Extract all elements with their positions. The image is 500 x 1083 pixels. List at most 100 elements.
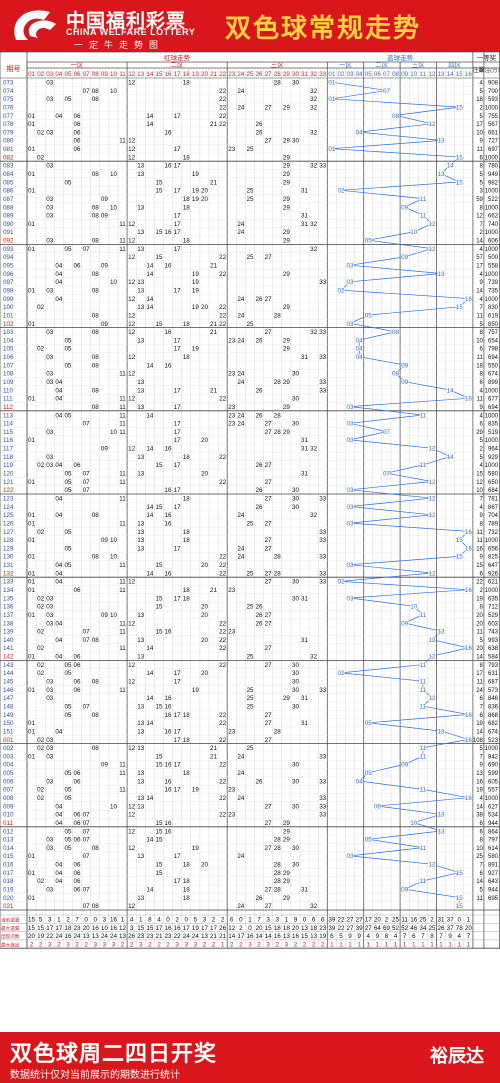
blue-ball-number: 14 <box>447 387 455 394</box>
red-ball-number: 11 <box>119 238 126 245</box>
blue-stat-value: 9 <box>348 933 352 940</box>
blue-stat-value: 7 <box>421 933 425 940</box>
red-stat-value: 16 <box>274 933 282 940</box>
red-ball-number: 05 <box>64 96 72 103</box>
blue-ball-number: 10 <box>410 604 418 611</box>
issue-number: 082 <box>3 154 14 161</box>
red-ball-number: 11 <box>119 787 126 794</box>
issue-number: 097 <box>3 279 14 286</box>
red-stat-value: 0 <box>166 916 170 923</box>
prize-amount: 654 <box>488 338 499 344</box>
blue-stat-value: 31 <box>438 916 446 923</box>
red-ball-number: 33 <box>319 778 327 785</box>
red-number-header: 16 <box>165 71 172 78</box>
red-ball-number: 17 <box>174 712 182 719</box>
red-stat-value: 3 <box>203 916 207 923</box>
red-ball-number: 29 <box>283 870 291 877</box>
blue-stat-value: 1 <box>366 941 370 948</box>
red-ball-number: 05 <box>64 662 72 669</box>
red-ball-number: 03 <box>46 163 54 170</box>
blue-ball-number: 16 <box>465 545 473 552</box>
issue-number: 121 <box>3 479 14 486</box>
blue-stat-value: 0 <box>457 916 461 923</box>
blue-ball-number: 11 <box>420 687 427 694</box>
red-ball-number: 17 <box>174 437 182 444</box>
red-ball-number: 18 <box>183 529 191 536</box>
red-ball-number: 27 <box>265 712 273 719</box>
red-ball-number: 33 <box>319 803 327 810</box>
issue-number: 095 <box>3 263 14 270</box>
prize-amount: 1000 <box>485 463 499 469</box>
red-stat-value: 3 <box>93 941 97 948</box>
red-ball-number: 13 <box>137 163 145 170</box>
red-ball-number: 20 <box>201 612 209 619</box>
red-stat-value: 24 <box>183 933 191 940</box>
red-ball-number: 04 <box>55 387 63 394</box>
prize-amount: 864 <box>488 829 499 835</box>
prize-count: 4 <box>480 463 484 469</box>
red-ball-number: 29 <box>283 104 291 111</box>
red-ball-number: 31 <box>301 446 309 453</box>
red-ball-number: 24 <box>237 545 245 552</box>
blue-stat-value: 8 <box>430 933 434 940</box>
red-ball-number: 06 <box>74 146 82 153</box>
red-ball-number: 26 <box>256 121 264 128</box>
red-stat-value: 3 <box>266 941 270 948</box>
prize-count: 4 <box>480 388 484 394</box>
prize-amount: 643 <box>488 879 499 885</box>
blue-ball-number: 09 <box>401 362 409 369</box>
red-ball-number: 03 <box>46 96 54 103</box>
issue-number: 116 <box>3 437 14 444</box>
red-stat-value: 2 <box>175 916 179 923</box>
red-ball-number: 24 <box>237 412 245 419</box>
red-ball-number: 28 <box>274 554 282 561</box>
red-ball-number: 01 <box>28 171 36 178</box>
issue-number: 076 <box>3 104 14 111</box>
red-stat-value: 1 <box>121 916 125 923</box>
issue-number: 007 <box>3 787 14 794</box>
red-ball-number: 13 <box>137 454 145 461</box>
red-stat-value: 2 <box>221 916 225 923</box>
red-ball-number: 05 <box>64 562 72 569</box>
issue-number: 128 <box>3 537 14 544</box>
red-ball-number: 07 <box>83 487 91 494</box>
red-ball-number: 06 <box>74 113 82 120</box>
red-ball-number: 11 <box>119 221 126 228</box>
blue-ball-number: 07 <box>383 88 391 95</box>
red-number-header: 30 <box>292 71 299 78</box>
red-ball-number: 07 <box>83 421 91 428</box>
red-stat-value: 15 <box>146 925 154 932</box>
trend-grid: 期号红球走势一区二区三区蓝球走势一区二区三区四区一等奖注数单注(万元)01020… <box>0 51 500 949</box>
red-ball-number: 01 <box>28 612 36 619</box>
blue-stat-value: 6 <box>412 933 416 940</box>
red-stat-value: 2 <box>239 925 243 932</box>
red-stat-value: 3 <box>112 941 116 948</box>
prize-amount: 647 <box>488 563 499 569</box>
red-ball-number: 13 <box>137 612 145 619</box>
blue-ball-number: 11 <box>420 412 427 419</box>
red-stat-value: 3 <box>266 916 270 923</box>
red-ball-number: 07 <box>83 629 91 636</box>
blue-stat-value: 1 <box>385 941 389 948</box>
red-ball-number: 02 <box>37 737 45 744</box>
blue-ball-number: 12 <box>428 479 436 486</box>
red-stat-value: 24 <box>74 933 82 940</box>
red-ball-number: 22 <box>219 113 227 120</box>
blue-number-header: 06 <box>374 71 381 78</box>
red-ball-number: 23 <box>228 337 236 344</box>
red-stat-value: 21 <box>155 933 163 940</box>
red-ball-number: 09 <box>101 196 109 203</box>
red-ball-number: 16 <box>165 703 173 710</box>
prize-amount: 1000 <box>485 388 499 394</box>
issue-number: 089 <box>3 213 14 220</box>
prize-amount: 842 <box>488 754 499 760</box>
red-stat-value: 1 <box>248 916 252 923</box>
prize-count: 10 <box>476 488 483 494</box>
prize-amount: 1000 <box>485 155 499 161</box>
prize-count: 5 <box>480 172 484 178</box>
red-ball-number: 22 <box>219 396 227 403</box>
red-ball-number: 12 <box>128 329 136 336</box>
issue-number: 017 <box>3 870 14 877</box>
blue-ball-number: 10 <box>410 229 418 236</box>
red-ball-number: 27 <box>265 462 273 469</box>
